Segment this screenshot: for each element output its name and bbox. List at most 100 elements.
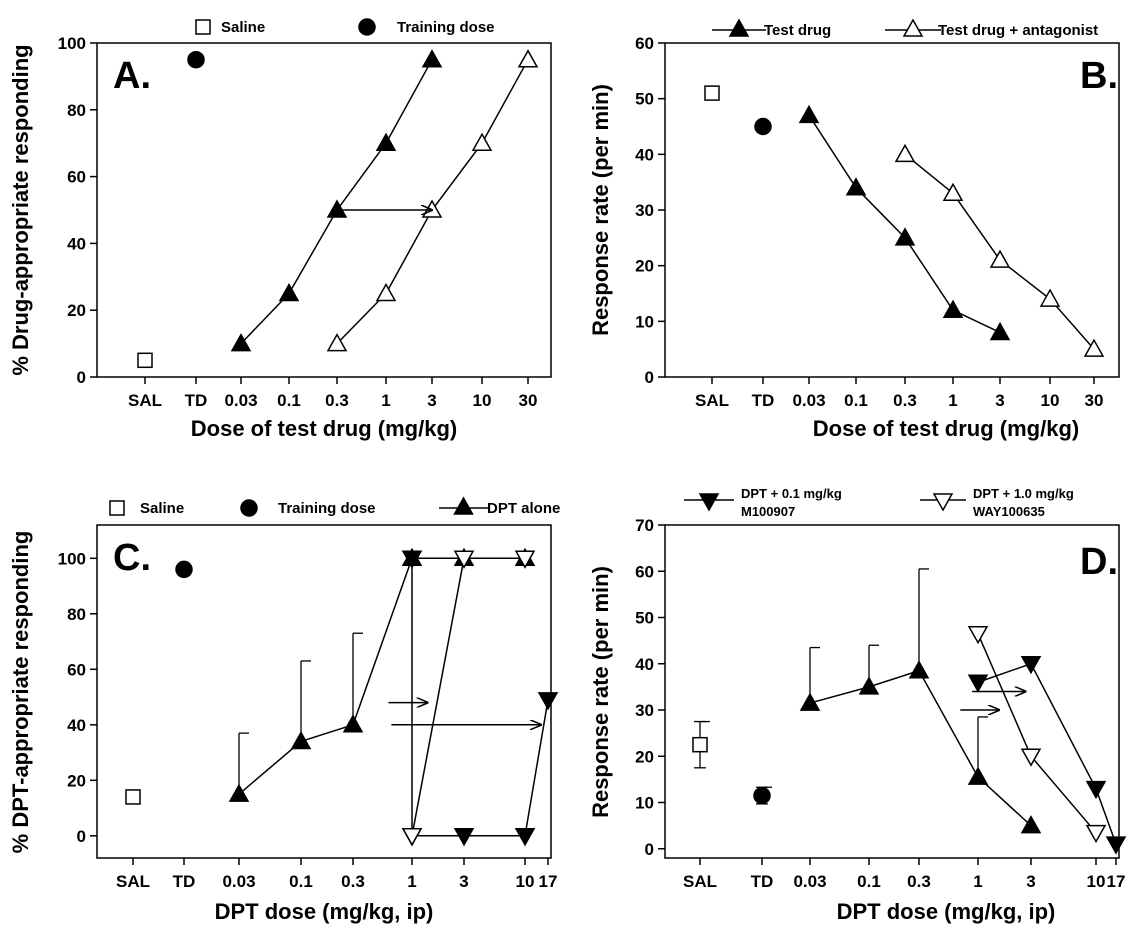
data-point — [1020, 748, 1042, 767]
x-tick-label: 30 — [519, 391, 538, 410]
legend-marker — [728, 18, 750, 37]
y-tick-label: 80 — [67, 101, 86, 120]
data-point — [175, 560, 193, 579]
x-axis-title: Dose of test drug (mg/kg) — [191, 416, 457, 441]
panel-letter: A. — [113, 55, 151, 97]
x-tick-label: 0.3 — [325, 391, 349, 410]
y-tick-label: 50 — [635, 609, 654, 628]
y-tick-label: 40 — [67, 716, 86, 735]
legend-marker — [698, 493, 720, 512]
x-tick-label: 17 — [539, 872, 558, 891]
data-point — [1105, 836, 1127, 855]
data-point — [278, 282, 300, 302]
legend: Saline Training dose — [195, 18, 495, 36]
x-tick-label: TD — [752, 391, 775, 410]
x-tick-label: 0.1 — [289, 872, 313, 891]
data-point — [908, 660, 930, 679]
panel-b: 0 10 20 30 40 50 60 SAL TD 0.03 0.1 0.3 1 3 10 30 Dose o… — [588, 18, 1120, 441]
y-tick-label: 80 — [67, 605, 86, 624]
legend-marker — [358, 18, 376, 36]
y-tick-label: 0 — [77, 827, 86, 846]
data-point — [1083, 338, 1105, 357]
y-tick-label: 10 — [635, 794, 654, 813]
x-tick-label: SAL — [695, 391, 729, 410]
x-tick-label: 0.03 — [224, 391, 257, 410]
data-point — [517, 49, 539, 68]
y-axis-title: Response rate (per min) — [588, 84, 613, 336]
x-tick-label: 0.03 — [793, 872, 826, 891]
legend-label: Saline — [140, 500, 184, 517]
y-tick-label: 100 — [58, 549, 86, 568]
x-axis-title: Dose of test drug (mg/kg) — [813, 416, 1079, 441]
data-point — [858, 676, 880, 695]
y-tick-label: 60 — [67, 660, 86, 679]
plot-frame — [96, 42, 552, 378]
panel-a: 0 20 40 60 80 100 SAL TD 0.03 0.1 0.3 1 3 10 30 Dose of… — [8, 18, 552, 441]
legend-label: Training dose — [397, 19, 495, 36]
x-tick-label: 1 — [407, 872, 416, 891]
data-point — [967, 625, 989, 645]
data-point — [453, 550, 475, 569]
x-axis-title: DPT dose (mg/kg, ip) — [837, 899, 1056, 924]
y-tick-label: 20 — [67, 771, 86, 790]
x-tick-label: 3 — [995, 391, 1004, 410]
legend-label: M100907 — [741, 504, 795, 519]
data-point — [967, 766, 989, 785]
y-tick-label: 50 — [635, 90, 654, 109]
data-point — [514, 550, 536, 569]
y-tick-label: 100 — [58, 34, 86, 53]
legend-marker — [195, 19, 211, 35]
data-point — [799, 692, 821, 711]
x-tick-label: 0.3 — [893, 391, 917, 410]
legend: Saline Training dose DPT alone — [109, 496, 560, 517]
data-point — [753, 786, 771, 805]
x-tick-label: 0.3 — [907, 872, 931, 891]
y-tick-label: 30 — [635, 701, 654, 720]
y-axis-title: % DPT-appropriate responding — [8, 531, 33, 854]
legend-marker — [109, 500, 125, 516]
legend-label: DPT + 1.0 mg/kg — [973, 486, 1074, 501]
data-point — [754, 117, 772, 136]
y-tick-label: 0 — [645, 840, 654, 859]
data-point — [187, 50, 205, 69]
x-tick-label: 0.3 — [341, 872, 365, 891]
legend-label: Test drug + antagonist — [938, 22, 1098, 39]
data-point — [1085, 780, 1107, 800]
data-point — [401, 550, 423, 569]
legend-marker — [453, 496, 474, 515]
legend-label: WAY100635 — [973, 504, 1045, 519]
legend-marker — [240, 499, 258, 517]
data-point — [1020, 656, 1042, 675]
y-tick-label: 20 — [635, 257, 654, 276]
data-point — [942, 299, 964, 318]
x-tick-label: 30 — [1085, 391, 1104, 410]
x-tick-label: 1 — [948, 391, 957, 410]
y-tick-label: 70 — [635, 516, 654, 535]
x-tick-label: 1 — [973, 872, 982, 891]
x-tick-label: 10 — [1041, 391, 1060, 410]
panel-letter: C. — [113, 537, 151, 579]
data-point — [471, 132, 493, 151]
panel-letter: D. — [1080, 541, 1118, 583]
data-point — [537, 692, 559, 711]
data-point — [228, 783, 250, 802]
data-point — [326, 199, 348, 218]
y-tick-label: 40 — [67, 234, 86, 253]
legend-label: Training dose — [278, 500, 376, 517]
data-point — [1039, 288, 1061, 307]
x-tick-label: 3 — [427, 391, 436, 410]
x-tick-label: 1 — [381, 391, 390, 410]
data-point — [514, 828, 536, 847]
y-tick-label: 10 — [635, 312, 654, 331]
x-tick-label: TD — [185, 391, 208, 410]
y-tick-label: 40 — [635, 145, 654, 164]
x-tick-label: 10 — [473, 391, 492, 410]
legend-label: Test drug — [764, 22, 831, 39]
legend-marker — [932, 493, 954, 512]
x-tick-label: SAL — [128, 391, 162, 410]
y-tick-label: 40 — [635, 655, 654, 674]
x-tick-label: 10 — [1087, 872, 1106, 891]
data-point — [401, 828, 423, 847]
